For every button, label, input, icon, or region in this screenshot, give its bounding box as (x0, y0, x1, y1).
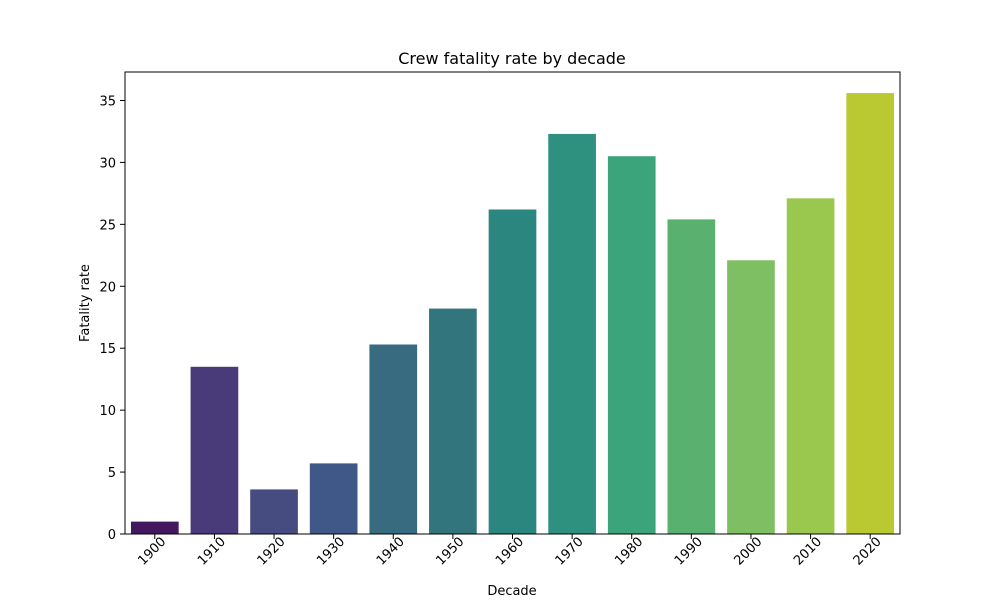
bars-group (130, 93, 895, 534)
x-tick-label: 1980 (612, 535, 646, 569)
y-tick-label: 5 (108, 466, 116, 481)
bar-1980 (607, 156, 656, 534)
x-tick-label: 1910 (195, 535, 229, 569)
x-tick-label: 1900 (135, 535, 169, 569)
x-tick-label: 1960 (493, 535, 527, 569)
x-tick-label: 2000 (731, 535, 765, 569)
y-tick-label: 10 (99, 404, 116, 419)
bar-1900 (130, 521, 179, 534)
y-tick-label: 25 (99, 218, 116, 233)
x-tick-label: 2020 (851, 535, 885, 569)
bar-2010 (786, 198, 835, 534)
bar-2000 (727, 260, 775, 534)
x-tick-label: 2010 (791, 535, 825, 569)
bar-1950 (429, 308, 477, 534)
x-tick-label: 1940 (374, 535, 408, 569)
bar-1940 (369, 344, 418, 534)
bar-1970 (548, 133, 596, 534)
chart-title: Crew fatality rate by decade (398, 49, 626, 68)
bar-1920 (250, 489, 298, 534)
x-tick-label: 1920 (255, 535, 289, 569)
y-tick-label: 30 (99, 156, 116, 171)
x-tick-label: 1970 (553, 535, 587, 569)
x-tick-label: 1930 (314, 535, 348, 569)
x-axis-label: Decade (487, 584, 536, 599)
plot-frame (124, 71, 901, 535)
bar-1960 (488, 209, 537, 534)
bar-1910 (190, 366, 239, 534)
y-axis-label: Fatality rate (78, 264, 93, 342)
bar-1990 (667, 219, 716, 534)
x-tick-label: 1990 (672, 535, 706, 569)
bar-1930 (309, 463, 358, 534)
y-tick-label: 15 (99, 342, 116, 357)
x-tick-label: 1950 (433, 535, 467, 569)
y-tick-label: 35 (99, 94, 116, 109)
x-axis-ticks: 1900 1910 1920 1930 1940 1950 1960 1970 1980 1990… (135, 534, 885, 569)
y-axis-ticks: 0 5 10 15 20 25 30 35 (99, 94, 125, 543)
bar-2020 (846, 93, 895, 534)
y-tick-label: 0 (108, 528, 116, 543)
y-tick-label: 20 (99, 280, 116, 295)
